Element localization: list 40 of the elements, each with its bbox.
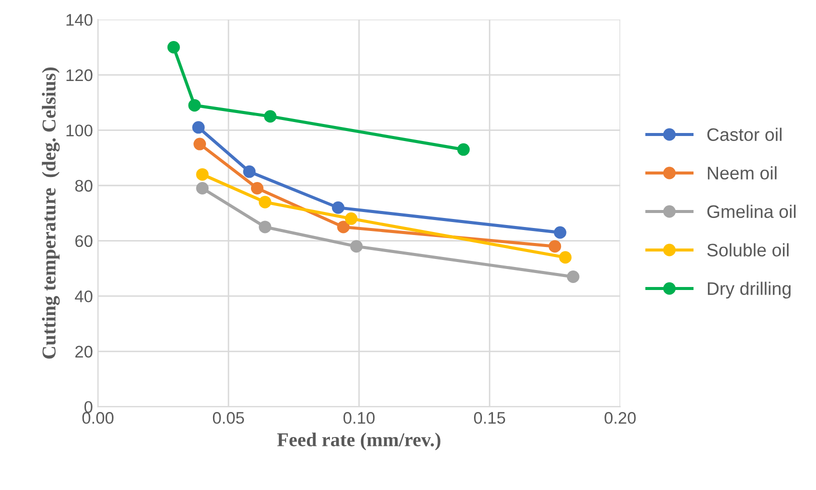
x-tick-label: 0.20 [604,412,636,424]
x-tick-label: 0.15 [474,412,506,424]
point [548,240,562,253]
point [264,110,277,123]
y-tick-label: 60 [75,235,92,248]
legend-label: Castor oil [707,128,782,141]
point [188,99,201,112]
point [457,143,470,156]
y-axis-title: Cutting temperature (deg. Celsius) [42,68,60,359]
point [167,41,180,54]
point [337,220,350,234]
point [192,121,205,134]
y-tick-label: 80 [75,180,92,192]
point [566,270,580,283]
point [243,165,256,178]
x-tick-label: 0.05 [212,412,244,424]
point [344,212,358,225]
point [250,182,264,195]
point [554,226,566,239]
y-tick-label: 0 [84,401,92,413]
y-tick-label: 40 [74,290,92,302]
x-axis-title: Feed rate (mm/rev.) [277,432,440,450]
point [258,220,272,234]
point [194,138,206,150]
y-tick-label: 120 [66,69,92,82]
point [196,182,209,195]
x-tick-label: 0.10 [343,412,375,424]
point [258,196,272,208]
y-tick-label: 140 [66,14,92,26]
point [559,251,572,264]
y-tick-label: 20 [75,346,92,358]
x-tick-label: 0.00 [82,412,114,424]
legend-label: Neem oil [708,166,776,180]
point [332,201,344,214]
legend-label: Soluble oil [707,243,789,256]
point [196,168,209,181]
point [350,240,363,253]
legend-label: Dry drilling [708,282,791,299]
y-tick-label: 100 [66,124,92,136]
legend-label: Gmelina oil [707,204,796,218]
